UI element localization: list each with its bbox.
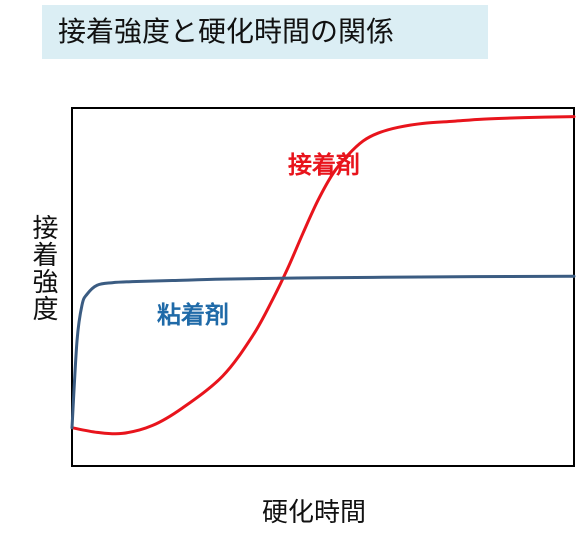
chart-title-box: 接着強度と硬化時間の関係 — [42, 5, 488, 59]
series-label-2: 粘着剤 — [157, 301, 229, 329]
chart-title: 接着強度と硬化時間の関係 — [58, 15, 395, 48]
plot-area-frame — [71, 107, 575, 467]
series-layer — [70, 115, 576, 436]
series-line-1 — [70, 115, 576, 436]
y-axis-label: 接着強度 — [28, 214, 58, 322]
x-axis-label: 硬化時間 — [261, 498, 366, 528]
series-line-2 — [70, 274, 576, 430]
series-label-1: 接着剤 — [288, 151, 360, 179]
